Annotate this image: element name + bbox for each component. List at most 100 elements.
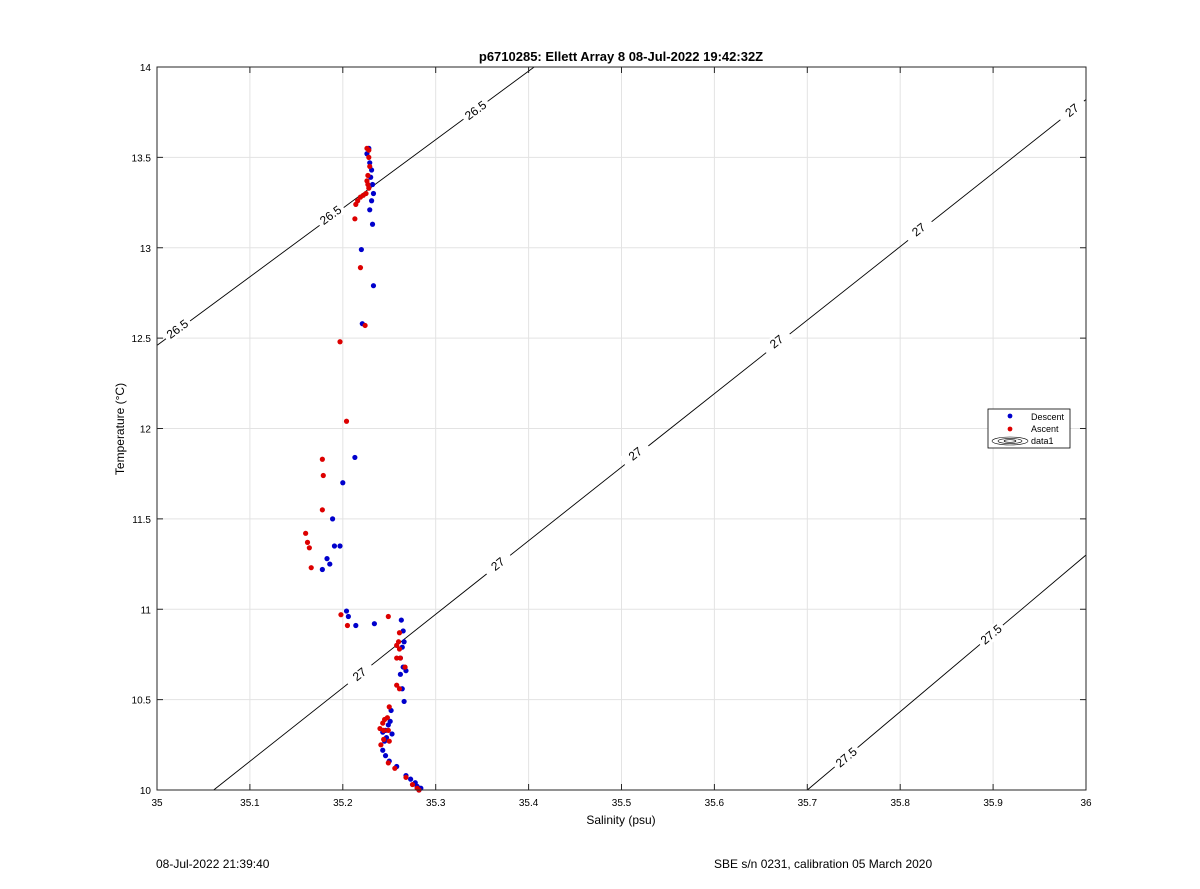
footer-timestamp: 08-Jul-2022 21:39:40	[156, 857, 270, 871]
ascent-point	[396, 646, 403, 652]
ascent-point	[385, 727, 391, 733]
contour-label-bg	[1055, 95, 1089, 126]
y-tick-label: 11.5	[132, 515, 151, 526]
descent-point	[398, 617, 404, 623]
ascent-point	[402, 664, 408, 670]
y-axis-label: Temperature (°C)	[113, 383, 127, 475]
series-ascent	[303, 145, 422, 793]
x-axis-ticks: 35 35.1 35.2 35.3 35.4 35.5 35.6 35.7 35.8 35.9 36	[151, 67, 1092, 809]
descent-point	[352, 454, 358, 461]
ascent-point	[397, 655, 403, 661]
ascent-point	[394, 682, 400, 688]
contour-label-bg	[161, 314, 194, 344]
ascent-point	[394, 655, 400, 661]
descent-point	[382, 753, 389, 759]
x-tick-label: 35.7	[798, 798, 818, 809]
ascent-point	[380, 720, 386, 726]
descent-point	[331, 543, 338, 549]
legend: Descent Ascent data1	[987, 408, 1071, 449]
legend-ascent-label: Ascent	[1031, 424, 1059, 434]
descent-point	[401, 698, 407, 705]
ascent-point	[365, 172, 371, 179]
contour-label-bg	[902, 214, 935, 245]
y-tick-label: 14	[140, 63, 152, 74]
descent-point	[345, 613, 351, 620]
descent-point	[385, 722, 391, 728]
data-points	[303, 145, 424, 793]
footer-calibration: SBE s/n 0231, calibration 05 March 2020	[714, 857, 933, 871]
descent-point	[401, 639, 407, 645]
descent-point	[370, 283, 377, 289]
x-tick-label: 35.3	[426, 798, 446, 809]
y-tick-label: 11	[141, 605, 152, 616]
descent-point	[343, 608, 350, 614]
ascent-point	[366, 147, 372, 153]
descent-point	[389, 731, 395, 737]
contour-label-bg	[314, 200, 347, 230]
ascent-point	[357, 265, 364, 271]
ascent-point	[344, 622, 351, 629]
ascent-point	[381, 736, 387, 742]
descent-point	[337, 543, 343, 549]
contour-label-bg	[619, 439, 652, 469]
y-axis-ticks: 10 10.5 11 11.5 12 12.5 13 13.5 14	[132, 63, 1086, 797]
descent-point	[340, 480, 346, 486]
ascent-point	[396, 630, 403, 636]
x-tick-label: 35.1	[240, 798, 260, 809]
ascent-point	[303, 530, 309, 536]
legend-ascent-marker	[1007, 426, 1013, 432]
ascent-point	[385, 613, 391, 620]
ascent-point	[378, 742, 384, 748]
chart-title: p6710285: Ellett Array 8 08-Jul-2022 19:…	[479, 49, 763, 64]
ascent-point	[306, 545, 312, 551]
ascent-point	[386, 738, 392, 744]
descent-point	[358, 246, 364, 253]
legend-data1-label: data1	[1031, 436, 1054, 446]
legend-contour-icon	[991, 436, 1029, 446]
x-tick-label: 35.6	[705, 798, 725, 809]
ascent-point	[352, 216, 358, 222]
x-tick-label: 35.8	[890, 798, 910, 809]
ascent-point	[385, 760, 391, 766]
ascent-point	[396, 686, 403, 692]
ascent-point	[357, 194, 364, 200]
y-tick-label: 10.5	[132, 696, 152, 707]
ascent-point	[384, 715, 390, 721]
x-tick-label: 35.4	[519, 798, 539, 809]
x-tick-label: 36	[1080, 798, 1092, 809]
descent-point	[370, 190, 377, 197]
ascent-point	[338, 612, 344, 618]
descent-point	[353, 622, 359, 629]
ascent-point	[409, 781, 416, 788]
legend-box	[987, 408, 1071, 449]
contour-label-bg	[830, 742, 863, 773]
x-tick-label: 35.2	[333, 798, 353, 809]
descent-point	[380, 747, 386, 753]
descent-point	[367, 207, 373, 213]
ascent-point	[381, 727, 387, 733]
y-tick-label: 13	[140, 244, 152, 255]
descent-point	[327, 561, 333, 567]
y-tick-label: 13.5	[132, 153, 152, 164]
ascent-point	[319, 507, 325, 513]
descent-point	[324, 556, 330, 562]
contour-label-bg	[760, 326, 793, 357]
x-tick-label: 35	[151, 798, 163, 809]
x-axis-label: Salinity (psu)	[586, 813, 655, 827]
ascent-point	[366, 185, 372, 191]
descent-point	[369, 221, 376, 227]
contour-label-bg	[343, 659, 376, 690]
x-tick-label: 35.9	[983, 798, 1003, 809]
descent-point	[368, 198, 375, 204]
descent-point	[369, 181, 376, 188]
x-tick-label: 35.5	[612, 798, 632, 809]
ascent-point	[308, 565, 314, 571]
contour-label-bg	[459, 95, 492, 125]
ascent-point	[343, 418, 350, 424]
contour-label-bg	[975, 619, 1008, 650]
ascent-point	[353, 201, 359, 207]
ascent-point	[403, 774, 409, 780]
y-tick-label: 12	[140, 425, 152, 436]
